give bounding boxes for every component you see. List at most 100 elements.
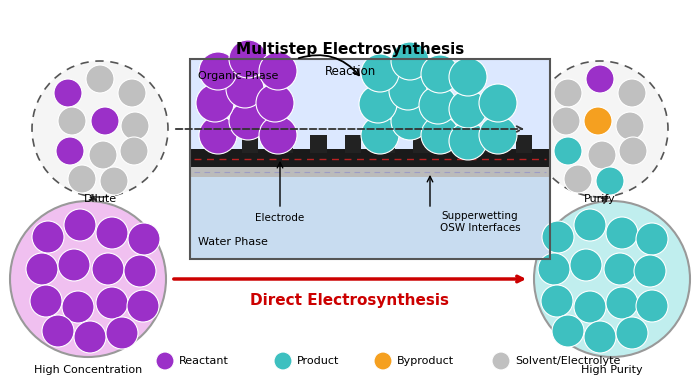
Circle shape bbox=[554, 79, 582, 107]
Bar bbox=[482, 135, 498, 153]
Text: Multistep Electrosynthesis: Multistep Electrosynthesis bbox=[236, 42, 464, 56]
Circle shape bbox=[421, 55, 459, 93]
Circle shape bbox=[128, 223, 160, 255]
Text: Water Phase: Water Phase bbox=[198, 237, 268, 247]
Circle shape bbox=[226, 70, 264, 108]
Circle shape bbox=[634, 255, 666, 287]
Circle shape bbox=[492, 352, 510, 370]
Circle shape bbox=[274, 352, 292, 370]
Circle shape bbox=[100, 167, 128, 195]
Text: Direct Electrosynthesis: Direct Electrosynthesis bbox=[251, 293, 449, 308]
Circle shape bbox=[532, 61, 668, 197]
Circle shape bbox=[229, 102, 267, 140]
Circle shape bbox=[10, 201, 166, 357]
Circle shape bbox=[259, 116, 297, 154]
Circle shape bbox=[359, 85, 397, 123]
Circle shape bbox=[127, 290, 159, 322]
Text: Reactant: Reactant bbox=[179, 356, 229, 366]
Circle shape bbox=[199, 116, 237, 154]
Circle shape bbox=[96, 287, 128, 319]
Circle shape bbox=[449, 90, 487, 128]
Circle shape bbox=[421, 116, 459, 154]
Circle shape bbox=[479, 84, 517, 122]
Bar bbox=[190, 149, 550, 167]
Circle shape bbox=[120, 137, 148, 165]
Circle shape bbox=[552, 315, 584, 347]
Circle shape bbox=[30, 285, 62, 317]
Bar bbox=[190, 59, 550, 259]
Circle shape bbox=[391, 102, 429, 140]
Circle shape bbox=[89, 141, 117, 169]
Circle shape bbox=[361, 116, 399, 154]
Circle shape bbox=[552, 107, 580, 135]
Circle shape bbox=[54, 79, 82, 107]
Circle shape bbox=[604, 253, 636, 285]
Circle shape bbox=[229, 40, 267, 78]
Circle shape bbox=[584, 321, 616, 353]
Circle shape bbox=[596, 167, 624, 195]
Circle shape bbox=[636, 290, 668, 322]
Circle shape bbox=[574, 209, 606, 241]
Circle shape bbox=[618, 79, 646, 107]
Circle shape bbox=[32, 61, 168, 197]
Circle shape bbox=[584, 107, 612, 135]
Bar bbox=[379, 135, 396, 153]
Text: Purify: Purify bbox=[584, 194, 616, 204]
Circle shape bbox=[588, 141, 616, 169]
Bar bbox=[242, 135, 258, 153]
Circle shape bbox=[570, 249, 602, 281]
Circle shape bbox=[606, 217, 638, 249]
Circle shape bbox=[259, 52, 297, 90]
Circle shape bbox=[574, 291, 606, 323]
Text: Reaction: Reaction bbox=[324, 65, 376, 77]
Circle shape bbox=[449, 58, 487, 96]
Circle shape bbox=[636, 223, 668, 255]
Text: Dilute: Dilute bbox=[83, 194, 117, 204]
Circle shape bbox=[196, 84, 234, 122]
Circle shape bbox=[26, 253, 58, 285]
Circle shape bbox=[42, 315, 74, 347]
Bar bbox=[447, 135, 463, 153]
Bar bbox=[344, 135, 361, 153]
Circle shape bbox=[538, 253, 570, 285]
Circle shape bbox=[199, 52, 237, 90]
Text: Organic Phase: Organic Phase bbox=[198, 71, 279, 81]
Circle shape bbox=[449, 122, 487, 160]
Circle shape bbox=[619, 137, 647, 165]
Bar bbox=[516, 135, 532, 153]
Circle shape bbox=[256, 84, 294, 122]
Bar bbox=[276, 135, 293, 153]
Circle shape bbox=[64, 209, 96, 241]
Bar bbox=[311, 135, 327, 153]
Circle shape bbox=[62, 291, 94, 323]
Text: Solvent/Electrolyte: Solvent/Electrolyte bbox=[515, 356, 620, 366]
Bar bbox=[190, 175, 550, 259]
Circle shape bbox=[68, 165, 96, 193]
Circle shape bbox=[91, 107, 119, 135]
Circle shape bbox=[32, 221, 64, 253]
Circle shape bbox=[606, 287, 638, 319]
Bar bbox=[190, 59, 550, 175]
Circle shape bbox=[96, 217, 128, 249]
Text: Electrode: Electrode bbox=[256, 213, 304, 223]
Circle shape bbox=[391, 42, 429, 80]
Circle shape bbox=[554, 137, 582, 165]
Circle shape bbox=[361, 54, 399, 92]
Circle shape bbox=[121, 112, 149, 140]
Circle shape bbox=[389, 72, 427, 110]
Circle shape bbox=[534, 201, 690, 357]
Text: High Concentration: High Concentration bbox=[34, 365, 142, 375]
Circle shape bbox=[58, 249, 90, 281]
Circle shape bbox=[86, 65, 114, 93]
Bar bbox=[413, 135, 430, 153]
Text: Supperwetting
OSW Interfaces: Supperwetting OSW Interfaces bbox=[440, 211, 520, 233]
Text: Byproduct: Byproduct bbox=[397, 356, 454, 366]
Circle shape bbox=[92, 253, 124, 285]
Circle shape bbox=[58, 107, 86, 135]
Text: Product: Product bbox=[297, 356, 340, 366]
Circle shape bbox=[156, 352, 174, 370]
Circle shape bbox=[106, 317, 138, 349]
Circle shape bbox=[118, 79, 146, 107]
Bar bbox=[208, 135, 224, 153]
Circle shape bbox=[586, 65, 614, 93]
